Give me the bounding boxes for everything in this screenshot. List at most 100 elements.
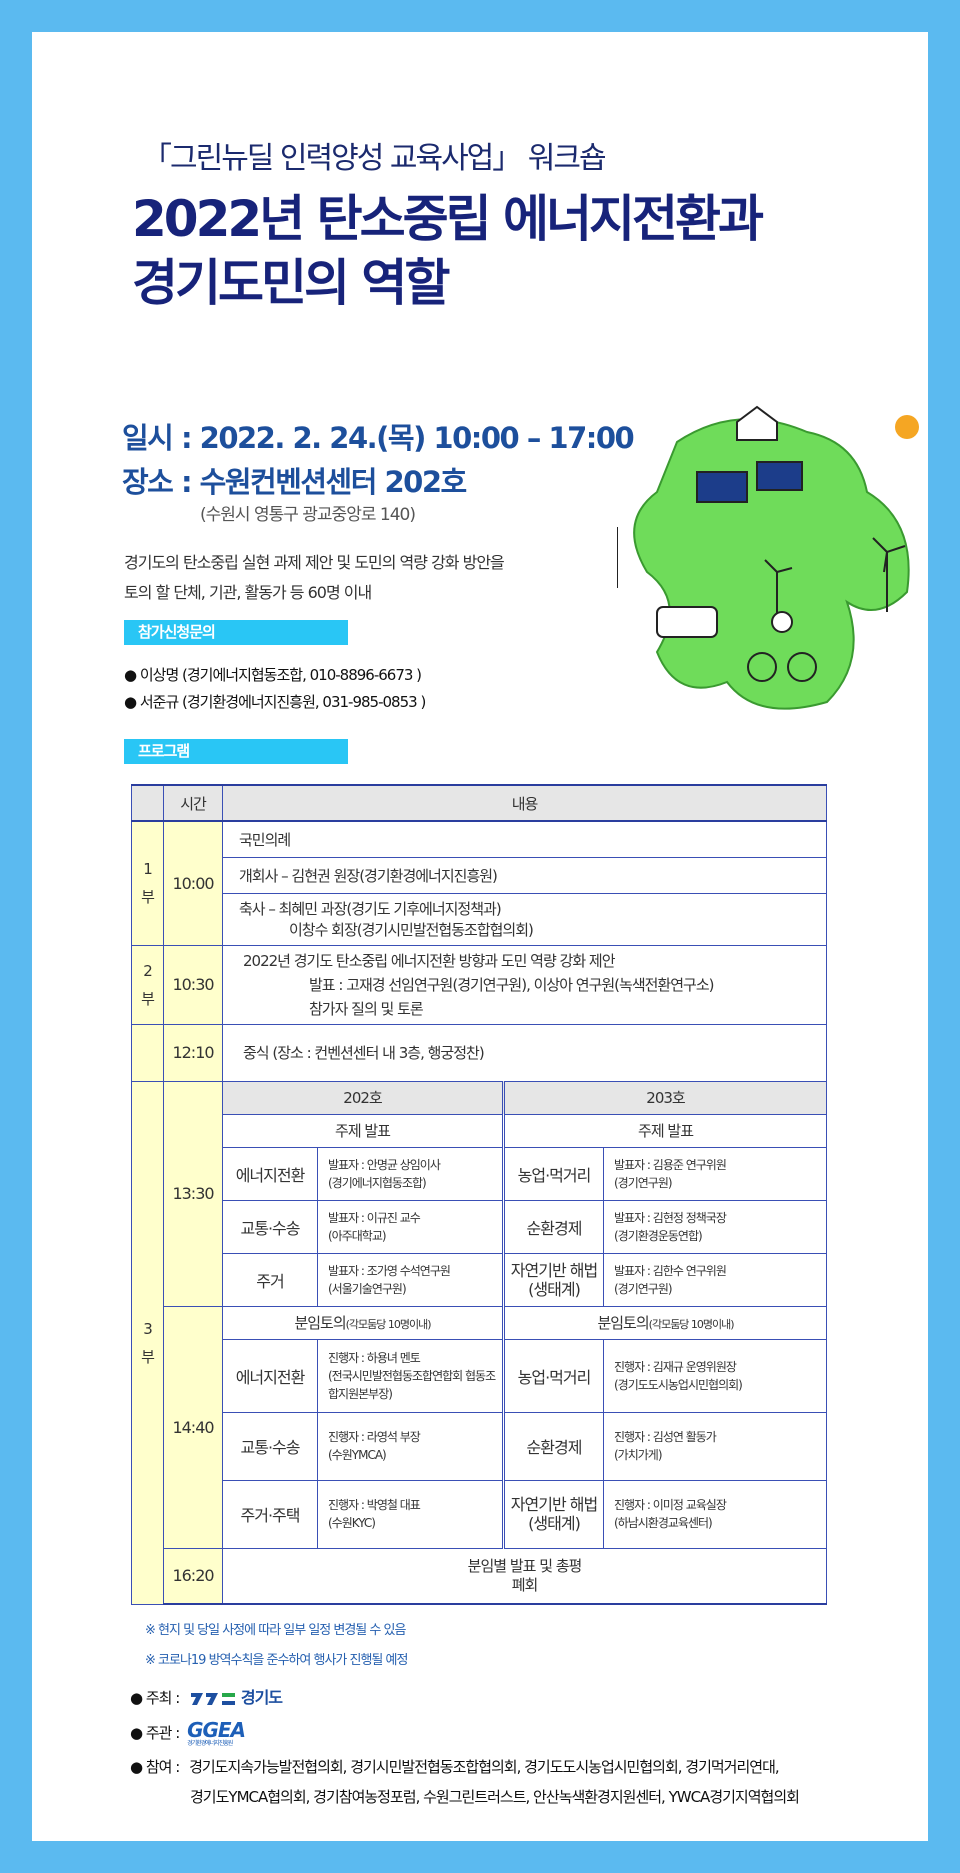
solar-panel-icon — [696, 471, 748, 503]
note-2: ※ 코로나19 방역수칙을 준수하여 행사가 진행될 예정 — [145, 1653, 408, 1668]
cyclist-icon — [771, 611, 793, 633]
time-1000: 10:00 — [163, 820, 223, 946]
facilitator: 진행자 : 하용녀 멘토 — [328, 1350, 421, 1365]
agenda-item: 축사 – 최혜민 과장(경기도 기후에너지정책과) — [221, 892, 828, 919]
agenda-item: 발표 : 고재경 선임연구원(경기연구원), 이상아 연구원(녹색전환연구소) — [309, 975, 714, 994]
facilitator: 진행자 : 김성연 활동가 — [614, 1430, 717, 1444]
participants-line-1: 경기도지속가능발전협의회, 경기시민발전협동조합협의회, 경기도도시농업시민협의… — [189, 1758, 780, 1776]
topic: 자연기반 해법 (생태계) — [502, 1479, 604, 1549]
session-note: (각모둠당 10명이내) — [648, 1318, 735, 1331]
session-row: 주거 발표자 : 조가영 수석연구원 (서울기술연구원) 자연기반 해법 (생태계) 발… — [132, 1252, 828, 1307]
room-202: 202호 — [222, 1080, 504, 1115]
session-heading: 분임토의 — [597, 1314, 649, 1332]
speaker: 발표자 : 김용준 연구위원 — [614, 1157, 727, 1172]
lunch: 중식 (장소 : 컨벤션센터 내 3층, 행궁정찬) — [221, 1023, 828, 1082]
header-time: 시간 — [163, 784, 223, 822]
session-heading: 분임토의 — [294, 1314, 346, 1332]
solar-panel-icon — [756, 461, 803, 491]
affiliation: (가치가게) — [614, 1448, 663, 1462]
event-address: (수원시 영통구 광교중앙로 140) — [200, 505, 416, 525]
session-note: (각모둠당 10명이내) — [345, 1318, 432, 1331]
session-heading: 주제 발표 — [501, 1113, 828, 1148]
topic: 자연기반 해법 (생태계) — [502, 1252, 604, 1307]
participants-row: ● 참여 : 경기도지속가능발전협의회, 경기시민발전협동조합협의회, 경기도도… — [130, 1756, 780, 1778]
session-row: 에너지전환 발표자 : 안명균 상임이사 (경기에너지협동조합) 농업·먹거리 발표자 … — [132, 1146, 828, 1201]
event-date: 일시 : 2022. 2. 24.(목) 10:00 – 17:00 — [122, 421, 635, 455]
sun-icon — [895, 415, 919, 439]
affiliation: (수원KYC) — [328, 1516, 376, 1530]
affiliation: (경기연구원) — [614, 1281, 673, 1296]
affiliation: (전국시민발전협동조합연합회 협동조합지원본부장) — [328, 1368, 496, 1401]
description-line-1: 경기도의 탄소중립 실현 과제 제안 및 도민의 역량 강화 방안을 — [124, 553, 505, 572]
speaker: 발표자 : 김현정 정책국장 — [614, 1210, 727, 1225]
title-line-2: 경기도민의 역할 — [132, 254, 450, 312]
topic: 주거 — [222, 1252, 318, 1307]
poster: 「그린뉴딜 인력양성 교육사업」 워크숍 2022년 탄소중립 에너지전환과 경… — [32, 32, 928, 1841]
topic: 순환경제 — [502, 1411, 604, 1481]
logo-subtext: 경기환경에너지진흥원 — [187, 1740, 233, 1747]
ggea-logo: GGEA 경기환경에너지진흥원 — [187, 1718, 246, 1747]
agenda-item: 이창수 회장(경기시민발전협동조합협의회) — [221, 919, 828, 946]
room-203: 203호 — [501, 1080, 828, 1115]
speaker: 발표자 : 안명균 상임이사 — [328, 1157, 441, 1172]
topic: 에너지전환 — [222, 1146, 318, 1201]
logo-text: GGEA — [187, 1718, 246, 1742]
speaker: 발표자 : 이규진 교수 — [328, 1210, 421, 1225]
affiliation: (하남시환경교육센터) — [614, 1516, 713, 1530]
topic: 교통·수송 — [222, 1411, 318, 1481]
gyeonggi-logo-icon — [189, 1691, 237, 1707]
agenda-item: 개회사 – 김현권 원장(경기환경에너지진흥원) — [221, 856, 828, 894]
part-1: 1 부 — [131, 820, 164, 946]
time-1210: 12:10 — [163, 1023, 223, 1082]
event-place: 장소 : 수원컨벤션센터 202호 — [122, 465, 467, 499]
time-1620: 16:20 — [163, 1547, 223, 1605]
discussion-row: 에너지전환 진행자 : 하용녀 멘토 (전국시민발전협동조합연합회 협동조합지원본부… — [132, 1338, 828, 1413]
topic: 에너지전환 — [222, 1338, 318, 1413]
affiliation: (아주대학교) — [328, 1228, 387, 1243]
topic: 주거·주택 — [222, 1479, 318, 1549]
host-label: ● 주최 : — [130, 1689, 180, 1707]
agenda-item: 2022년 경기도 탄소중립 에너지전환 방향과 도민 역량 강화 제안 — [243, 951, 616, 970]
organizer-label: ● 주관 : — [130, 1724, 180, 1742]
organizer-row: ● 주관 : GGEA 경기환경에너지진흥원 — [130, 1718, 246, 1747]
agenda-item: 참가자 질의 및 토론 — [309, 999, 424, 1018]
participants-label: ● 참여 : — [130, 1758, 180, 1776]
time-1030: 10:30 — [163, 944, 223, 1025]
host-row: ● 주최 : 경기도 — [130, 1688, 283, 1708]
session-heading: 주제 발표 — [222, 1113, 504, 1148]
speaker: 발표자 : 조가영 수석연구원 — [328, 1263, 451, 1278]
affiliation: (경기도도시농업시민협의회) — [614, 1377, 743, 1392]
affiliation: (경기연구원) — [614, 1175, 673, 1190]
inquiry-label: 참가신청문의 — [124, 620, 348, 645]
title-line-1: 2022년 탄소중립 에너지전환과 — [132, 190, 764, 248]
topic: 농업·먹거리 — [502, 1338, 604, 1413]
affiliation: (수원YMCA) — [328, 1448, 387, 1462]
host-name: 경기도 — [240, 1688, 283, 1707]
program-table: 시간 내용 1 부 10:00 국민의례 개회사 – 김현권 원장(경기환경에너지진흥… — [131, 784, 828, 1605]
bus-icon — [656, 606, 718, 638]
note-1: ※ 현지 및 당일 사정에 따라 일부 일정 변경될 수 있음 — [145, 1623, 406, 1638]
closing-line-2: 폐회 — [511, 1575, 539, 1594]
contact-1: ● 이상명 (경기에너지협동조합, 010-8896-6673 ) — [124, 666, 422, 684]
participants-line-2: 경기도YMCA협의회, 경기참여농정포럼, 수원그린트러스트, 안산녹색환경지원… — [190, 1788, 800, 1806]
part-2: 2 부 — [131, 944, 164, 1025]
discussion-row: 교통·수송 진행자 : 라영석 부장 (수원YMCA) 순환경제 진행자 : 김성연 활… — [132, 1411, 828, 1481]
topic: 교통·수송 — [222, 1199, 318, 1254]
topic: 농업·먹거리 — [502, 1146, 604, 1201]
affiliation: (경기환경운동연합) — [614, 1228, 703, 1243]
event-subtitle: 「그린뉴딜 인력양성 교육사업」 워크숍 — [142, 141, 607, 176]
part-3: 3 부 — [131, 1080, 164, 1605]
closing-line-1: 분임별 발표 및 총평 — [467, 1556, 583, 1575]
wind-turbine-icon — [872, 537, 906, 612]
description-line-2: 토의 할 단체, 기관, 활동가 등 60명 이내 — [124, 583, 372, 602]
agenda-item: 국민의례 — [221, 820, 828, 858]
house-icon — [736, 405, 778, 441]
topic: 순환경제 — [502, 1199, 604, 1254]
facilitator: 진행자 : 박영철 대표 — [328, 1498, 421, 1512]
bicycle-icon — [747, 652, 777, 682]
session-row: 교통·수송 발표자 : 이규진 교수 (아주대학교) 순환경제 발표자 : 김현정 정책… — [132, 1199, 828, 1254]
time-1440: 14:40 — [163, 1305, 223, 1549]
header-content: 내용 — [221, 784, 828, 822]
facilitator: 진행자 : 김재규 운영위원장 — [614, 1359, 737, 1374]
facilitator: 진행자 : 이미정 교육실장 — [614, 1498, 727, 1512]
